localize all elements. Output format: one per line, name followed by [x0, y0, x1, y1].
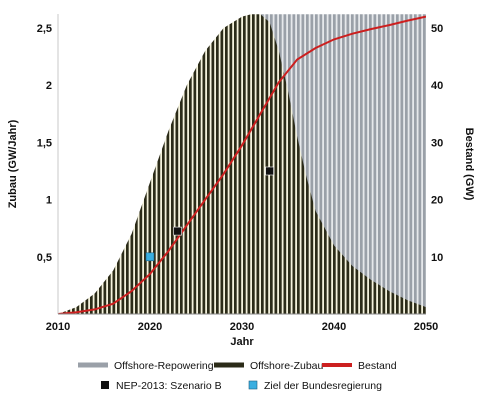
x-tick-label: 2010	[46, 321, 70, 333]
y-right-tick-label: 40	[431, 80, 443, 92]
y-right-axis-title: Bestand (GW)	[463, 128, 475, 201]
legend-label-zubau: Offshore-Zubau	[250, 360, 324, 372]
legend-item-bestand: Bestand	[322, 360, 397, 372]
y-right-tick-label: 50	[431, 23, 443, 35]
y-right-tick-label: 30	[431, 137, 443, 149]
y-right-tick-label: 10	[431, 252, 443, 264]
nep-2013-marker	[265, 166, 274, 176]
bestand-line	[58, 15, 426, 314]
y-left-tick-label: 1	[46, 195, 52, 207]
y-right-ticks: 10 20 30 40 50	[431, 23, 443, 264]
y-left-axis-title: Zubau (GW/Jahr)	[7, 119, 19, 208]
x-ticks: 2010 2020 2030 2040 2050	[46, 321, 438, 333]
x-tick-label: 2020	[138, 321, 162, 333]
nep-2013-marker	[173, 226, 182, 236]
y-left-tick-label: 2,5	[37, 23, 52, 35]
scenario-markers	[145, 166, 274, 262]
y-left-tick-label: 1,5	[37, 137, 52, 149]
legend-swatch-ziel	[248, 380, 258, 390]
legend-item-repowering: Offshore-Repowering	[78, 360, 214, 372]
axes	[57, 14, 426, 315]
legend-label-bestand: Bestand	[358, 360, 397, 372]
plot-area	[58, 14, 426, 314]
legend: Offshore-Repowering Offshore-Zubau Besta…	[78, 360, 397, 392]
x-tick-label: 2040	[322, 321, 346, 333]
ziel-bundesregierung-marker	[145, 252, 155, 262]
legend-label-repowering: Offshore-Repowering	[114, 360, 214, 372]
offshore-zubau-area	[58, 14, 426, 314]
legend-item-ziel: Ziel der Bundesregierung	[248, 380, 382, 392]
legend-item-zubau: Offshore-Zubau	[214, 360, 324, 372]
y-left-tick-label: 0,5	[37, 252, 52, 264]
x-axis-title: Jahr	[230, 336, 254, 348]
y-right-tick-label: 20	[431, 195, 443, 207]
legend-label-nep: NEP-2013: Szenario B	[116, 380, 222, 392]
legend-swatch-nep	[101, 381, 109, 389]
x-tick-label: 2030	[230, 321, 254, 333]
legend-label-ziel: Ziel der Bundesregierung	[264, 380, 382, 392]
legend-item-nep: NEP-2013: Szenario B	[101, 380, 222, 392]
y-left-ticks: 0,5 1 1,5 2 2,5	[37, 23, 52, 264]
y-left-tick-label: 2	[46, 80, 52, 92]
x-tick-label: 2050	[414, 321, 438, 333]
